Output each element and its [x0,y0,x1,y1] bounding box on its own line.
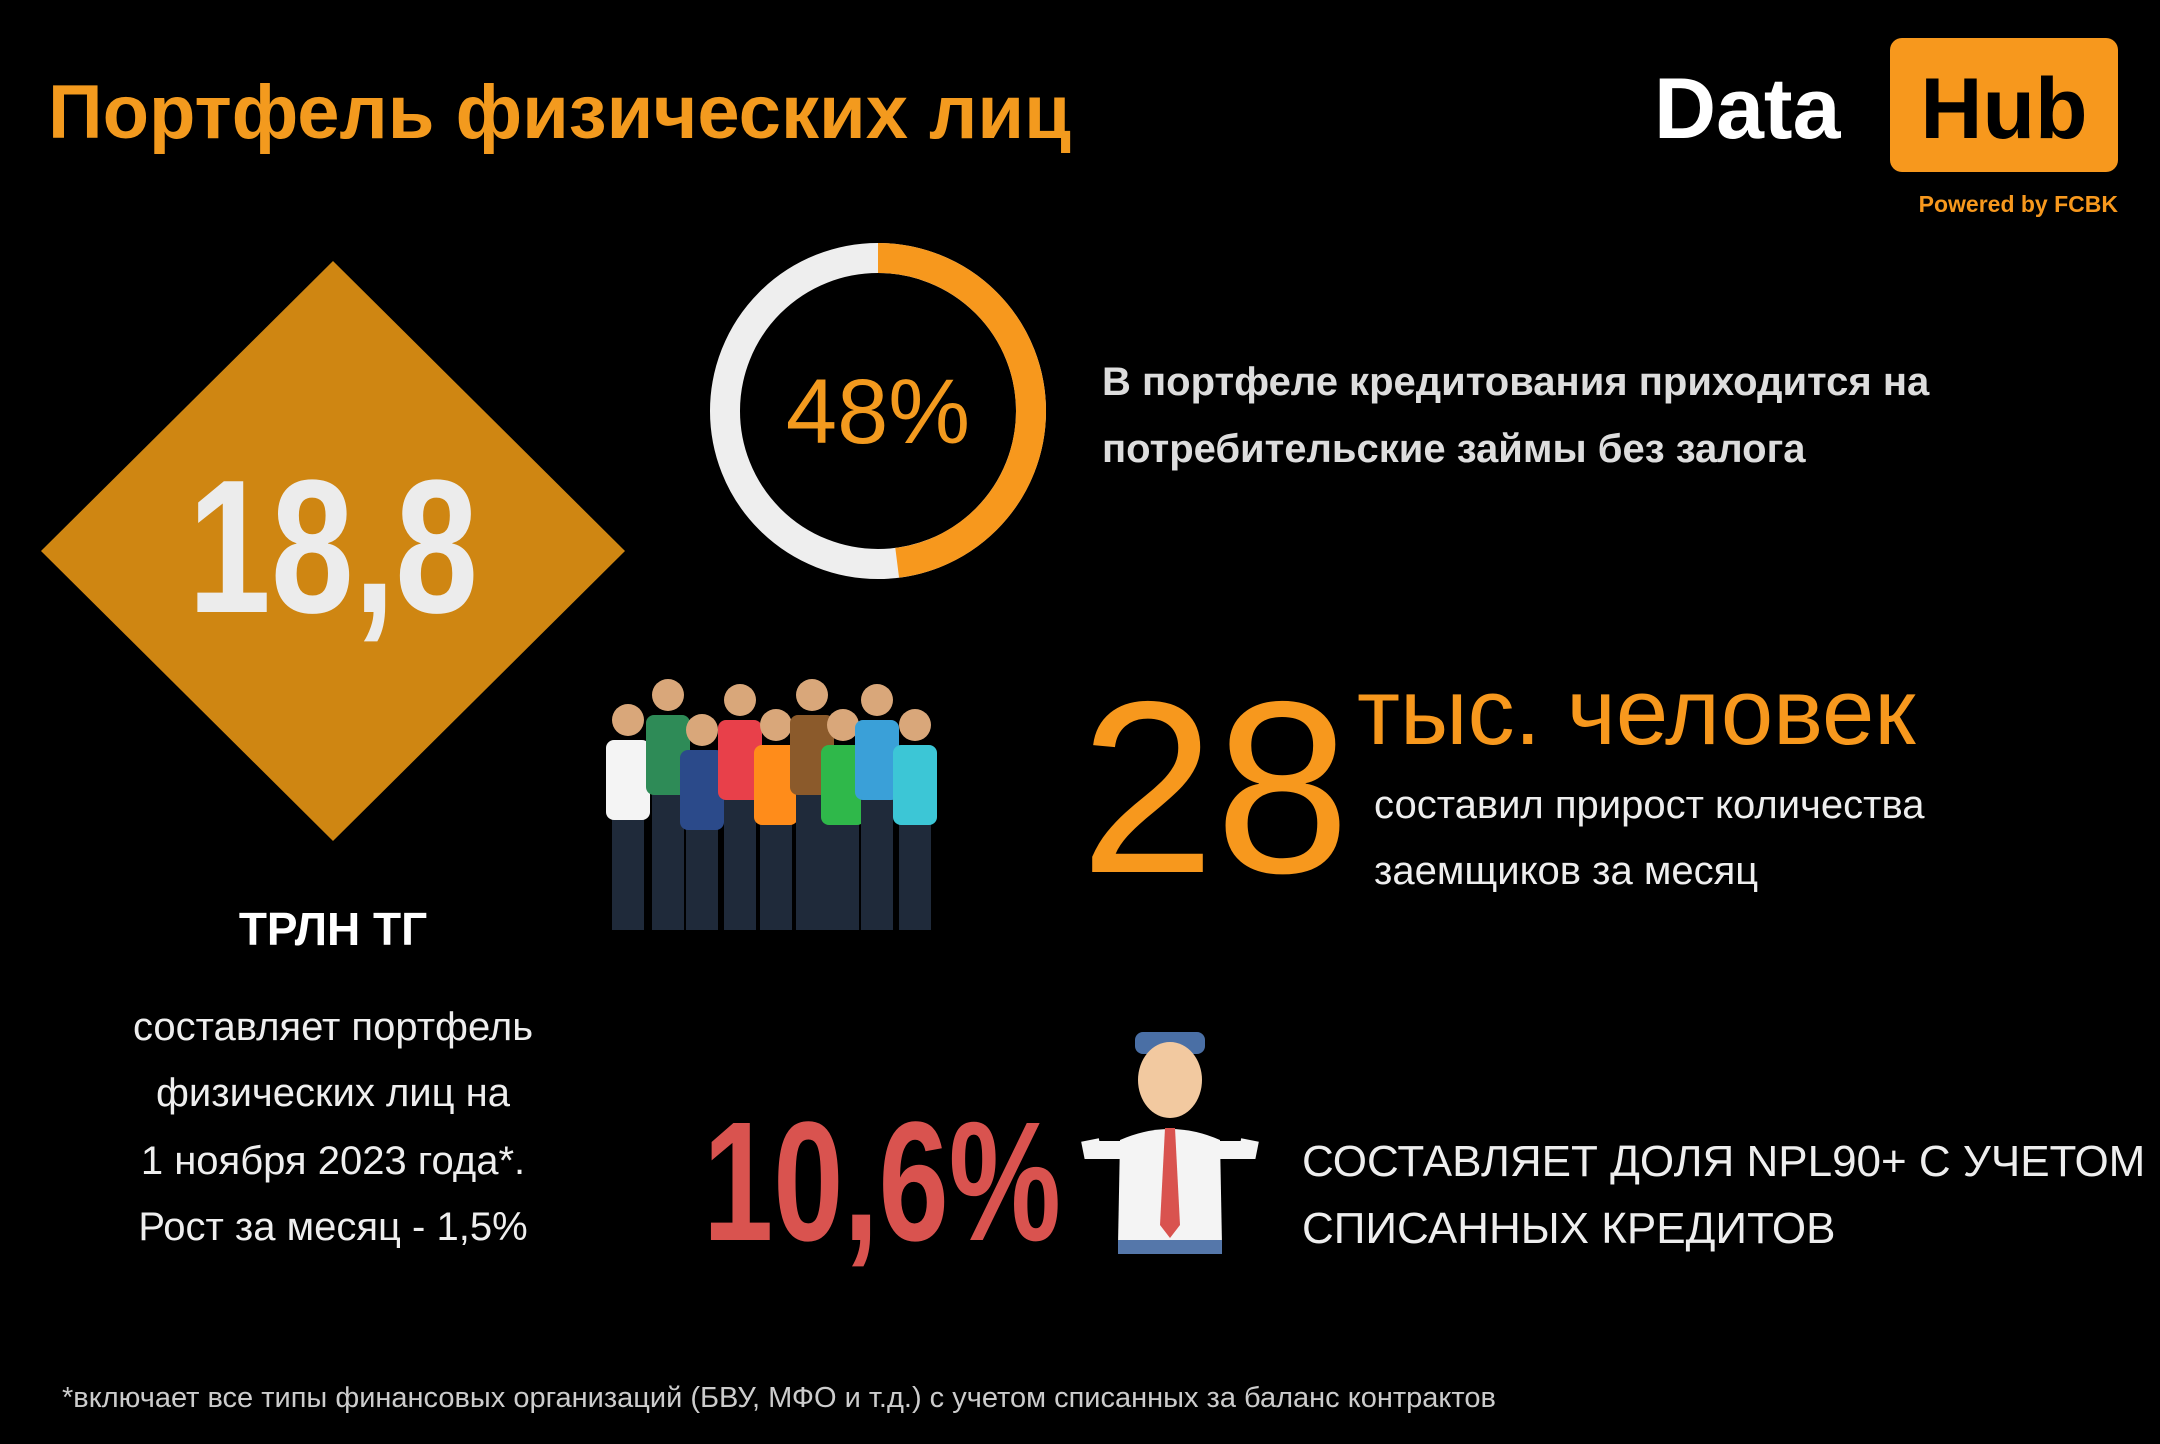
person-head [612,704,644,736]
npl-text: СПИСАННЫХ КРЕДИТОВ [1302,1204,1835,1253]
person-head [724,684,756,716]
borrowers-value: 28 [1080,650,1350,924]
donut-arc [877,243,1046,578]
person-head [652,679,684,711]
person-body [754,745,798,825]
person-head [796,679,828,711]
portfolio-text: физических лиц на [156,1071,511,1115]
person-legs [686,820,718,930]
borrowers-text: заемщиков за месяц [1374,849,1758,893]
npl-text: СОСТАВЛЯЕТ ДОЛЯ NPL90+ С УЧЕТОМ [1302,1137,2145,1186]
person-head [899,709,931,741]
portfolio-text: составляет портфель [133,1005,533,1049]
title: Портфель физических лиц [48,70,1071,155]
person-legs [827,815,859,930]
person-body [606,740,650,820]
person-head [861,684,893,716]
logo-data: Data [1654,61,1842,157]
portfolio-text: Рост за месяц - 1,5% [138,1205,527,1249]
borrowers-text: составил прирост количества [1374,783,1925,827]
person-head [760,709,792,741]
person-legs [899,815,931,930]
people-icon [606,679,937,930]
man-icon [1081,1032,1259,1254]
person-body [646,715,690,795]
portfolio-unit: ТРЛН ТГ [239,903,427,955]
person-head [686,714,718,746]
logo-tagline: Powered by FCBK [1919,191,2119,217]
person-legs [612,810,644,930]
donut-label: 48% [786,361,970,463]
diamond [41,261,625,841]
portfolio-value: 18,8 [188,441,478,653]
person-body [893,745,937,825]
logo-box [1890,38,2118,172]
unsecured-text: потребительские займы без залога [1102,427,1806,471]
unsecured-text: В портфеле кредитования приходится на [1102,360,1930,404]
person-legs [760,815,792,930]
person-body [680,750,724,830]
footnote: *включает все типы финансовых организаци… [62,1382,1496,1414]
portfolio-text: 1 ноября 2023 года*. [141,1139,525,1183]
person-body [821,745,865,825]
logo-hub: Hub [1920,61,2087,157]
npl-value: 10,6% [703,1087,1061,1277]
person-body [855,720,899,800]
person-head [827,709,859,741]
person-body [718,720,762,800]
person-legs [861,790,893,930]
borrowers-unit: тыс. человек [1357,659,1916,764]
person-legs [724,790,756,930]
person-legs [652,785,684,930]
